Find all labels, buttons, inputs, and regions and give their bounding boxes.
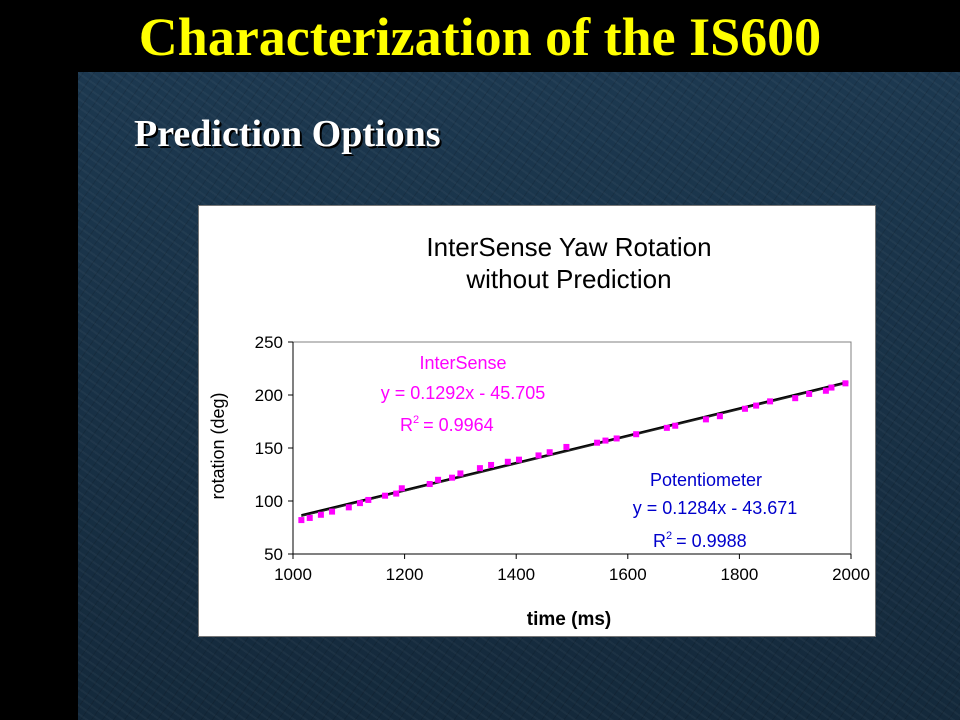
plot-area bbox=[292, 341, 852, 555]
r2-exponent: 2 bbox=[666, 530, 672, 542]
slide-subtitle: Prediction Options bbox=[134, 113, 441, 155]
intersense-point bbox=[546, 449, 553, 456]
y-tick-label: 150 bbox=[255, 439, 283, 458]
x-tick-label: 1800 bbox=[720, 565, 758, 584]
intersense-point bbox=[515, 456, 522, 463]
intersense-point bbox=[663, 424, 670, 431]
intersense-point bbox=[298, 517, 305, 524]
intersense-point bbox=[842, 380, 849, 387]
intersense-point bbox=[488, 461, 495, 468]
y-tick-label: 50 bbox=[264, 545, 283, 564]
chart-title-line-1: InterSense Yaw Rotation bbox=[426, 232, 712, 262]
intersense-point bbox=[317, 511, 324, 518]
y-tick-label: 100 bbox=[255, 492, 283, 511]
y-tick-label: 250 bbox=[255, 333, 283, 352]
x-tick-label: 1200 bbox=[386, 565, 424, 584]
intersense-point bbox=[382, 492, 389, 499]
intersense-point bbox=[306, 514, 313, 521]
intersense-point bbox=[792, 395, 799, 402]
intersense-equation: y = 0.1292x - 45.705 bbox=[381, 383, 546, 403]
intersense-point bbox=[594, 439, 601, 446]
chart-title-line-2: without Prediction bbox=[466, 264, 672, 294]
intersense-point bbox=[457, 470, 464, 477]
intersense-point bbox=[633, 431, 640, 438]
x-tick-label: 1000 bbox=[274, 565, 312, 584]
slide-title: Characterization of the IS600 bbox=[138, 7, 822, 67]
intersense-point bbox=[716, 413, 723, 420]
potentiometer-r2: R2 = 0.9988 bbox=[653, 530, 747, 551]
r2-label: R bbox=[653, 531, 666, 551]
chart-plot: 50 100 150 200 250 1000 1200 1400 1600 1800 2000 I… bbox=[208, 333, 870, 630]
intersense-point bbox=[702, 416, 709, 423]
intersense-point bbox=[828, 384, 835, 391]
intersense-point bbox=[435, 476, 442, 483]
intersense-point bbox=[476, 465, 483, 472]
intersense-point bbox=[345, 504, 352, 511]
title-band bbox=[0, 0, 960, 72]
intersense-point bbox=[426, 481, 433, 488]
intersense-r2: R2 = 0.9964 bbox=[400, 414, 494, 435]
intersense-point bbox=[504, 458, 511, 465]
intersense-point bbox=[806, 390, 813, 397]
potentiometer-r2-value: = 0.9988 bbox=[676, 531, 747, 551]
y-tick-label: 200 bbox=[255, 386, 283, 405]
intersense-point bbox=[741, 405, 748, 412]
intersense-point bbox=[393, 490, 400, 497]
left-band bbox=[0, 0, 78, 720]
intersense-point bbox=[398, 485, 405, 492]
intersense-point bbox=[767, 398, 774, 405]
intersense-point bbox=[356, 500, 363, 507]
x-tick-label: 2000 bbox=[832, 565, 870, 584]
x-axis-label: time (ms) bbox=[527, 609, 611, 630]
intersense-point bbox=[602, 437, 609, 444]
potentiometer-series-label: Potentiometer bbox=[650, 470, 762, 490]
intersense-point bbox=[365, 496, 372, 503]
chart-title: InterSense Yaw Rotation without Predicti… bbox=[199, 231, 939, 295]
intersense-r2-value: = 0.9964 bbox=[423, 415, 494, 435]
intersense-point bbox=[535, 452, 542, 459]
intersense-point bbox=[672, 422, 679, 429]
intersense-point bbox=[753, 402, 760, 409]
intersense-series-label: InterSense bbox=[419, 353, 506, 373]
intersense-point bbox=[329, 508, 336, 515]
r2-exponent: 2 bbox=[413, 414, 419, 426]
intersense-point bbox=[822, 387, 829, 394]
intersense-point bbox=[563, 443, 570, 450]
intersense-point bbox=[449, 474, 456, 481]
x-tick-label: 1600 bbox=[609, 565, 647, 584]
x-tick-label: 1400 bbox=[497, 565, 535, 584]
y-axis-label: rotation (deg) bbox=[208, 392, 228, 499]
chart-panel: InterSense Yaw Rotation without Predicti… bbox=[198, 205, 876, 637]
intersense-point bbox=[613, 435, 620, 442]
potentiometer-equation: y = 0.1284x - 43.671 bbox=[633, 498, 798, 518]
r2-label: R bbox=[400, 415, 413, 435]
